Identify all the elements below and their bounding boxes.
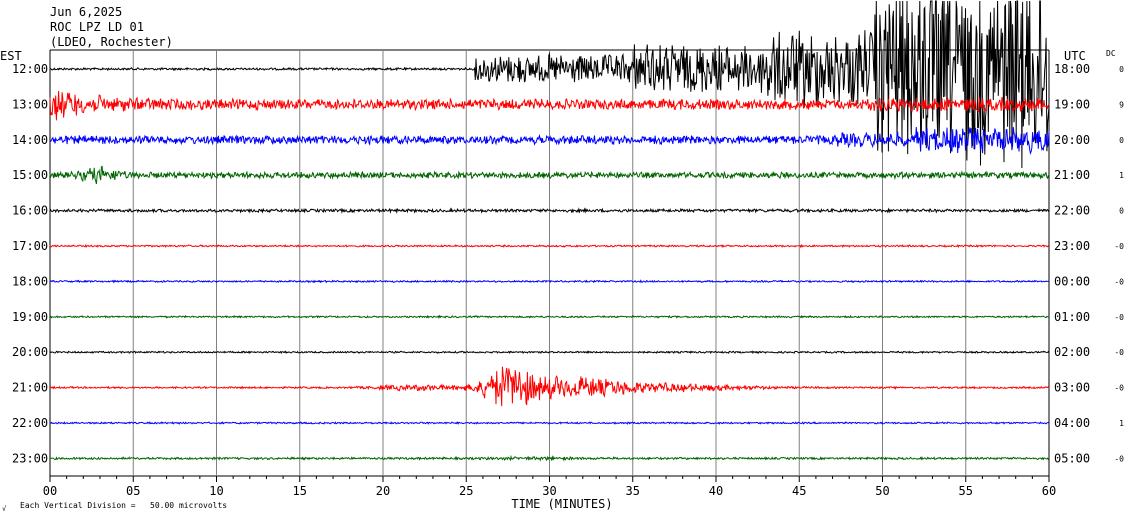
row-dc-value: 0 bbox=[1119, 136, 1124, 145]
x-tick-label: 45 bbox=[792, 484, 806, 498]
row-label-right: 20:00 bbox=[1054, 133, 1090, 147]
row-label-right: 04:00 bbox=[1054, 416, 1090, 430]
row-dc-value: -0 bbox=[1114, 313, 1124, 322]
x-tick-label: 10 bbox=[209, 484, 223, 498]
x-tick-label: 35 bbox=[626, 484, 640, 498]
trace-line bbox=[49, 350, 1050, 355]
trace-line bbox=[49, 421, 1050, 425]
trace-line bbox=[49, 90, 1050, 121]
row-label-right: 05:00 bbox=[1054, 451, 1090, 465]
row-dc-value: -0 bbox=[1114, 384, 1124, 393]
trace-line bbox=[49, 366, 1050, 407]
row-label-right: 22:00 bbox=[1054, 204, 1090, 218]
row-label-left: 22:00 bbox=[12, 416, 48, 430]
row-label-left: 21:00 bbox=[12, 381, 48, 395]
row-label-right: 23:00 bbox=[1054, 239, 1090, 253]
x-tick-label: 00 bbox=[43, 484, 57, 498]
row-label-right: 01:00 bbox=[1054, 310, 1090, 324]
x-tick-label: 20 bbox=[376, 484, 390, 498]
trace-line bbox=[49, 207, 1050, 214]
corner-mark: √ bbox=[2, 505, 7, 513]
network-name: (LDEO, Rochester) bbox=[50, 35, 173, 49]
trace-line bbox=[49, 454, 1050, 462]
x-tick-label: 30 bbox=[542, 484, 556, 498]
chart-grid bbox=[49, 49, 1050, 482]
row-dc-value: 1 bbox=[1119, 419, 1124, 428]
row-dc-value: -0 bbox=[1114, 277, 1124, 286]
chart-date: Jun 6,2025 bbox=[50, 5, 122, 19]
x-tick-label: 50 bbox=[875, 484, 889, 498]
row-dc-value: -0 bbox=[1114, 242, 1124, 251]
row-label-left: 23:00 bbox=[12, 451, 48, 465]
seismic-traces bbox=[49, 0, 1050, 462]
row-dc-value: -0 bbox=[1114, 454, 1124, 463]
row-dc-value: 1 bbox=[1119, 171, 1124, 180]
trace-line bbox=[49, 0, 1050, 169]
row-label-right: 03:00 bbox=[1054, 381, 1090, 395]
x-tick-label: 05 bbox=[126, 484, 140, 498]
chart-labels: Jun 6,2025 ROC LPZ LD 01 (LDEO, Rocheste… bbox=[0, 5, 1124, 513]
x-tick-label: 15 bbox=[293, 484, 307, 498]
trace-line bbox=[49, 165, 1050, 185]
x-axis-label: TIME (MINUTES) bbox=[511, 497, 612, 511]
row-label-left: 12:00 bbox=[12, 62, 48, 76]
trace-line bbox=[49, 126, 1050, 155]
station-name: ROC LPZ LD 01 bbox=[50, 20, 144, 34]
x-tick-label: 55 bbox=[959, 484, 973, 498]
row-dc-value: -0 bbox=[1114, 348, 1124, 357]
row-label-left: 14:00 bbox=[12, 133, 48, 147]
row-dc-value: 9 bbox=[1119, 100, 1124, 109]
trace-line bbox=[49, 314, 1050, 320]
row-label-left: 17:00 bbox=[12, 239, 48, 253]
trace-line bbox=[49, 279, 1050, 284]
row-label-right: 00:00 bbox=[1054, 274, 1090, 288]
x-tick-label: 40 bbox=[709, 484, 723, 498]
right-timezone-label: UTC bbox=[1064, 49, 1086, 63]
x-tick-label: 60 bbox=[1042, 484, 1056, 498]
left-timezone-label: EST bbox=[0, 49, 22, 63]
scale-note: Each Vertical Division = 50.00 microvolt… bbox=[20, 501, 227, 510]
row-label-right: 19:00 bbox=[1054, 97, 1090, 111]
row-label-left: 13:00 bbox=[12, 97, 48, 111]
row-dc-value: 0 bbox=[1119, 207, 1124, 216]
dc-column-label: DC bbox=[1106, 49, 1116, 58]
row-label-left: 20:00 bbox=[12, 345, 48, 359]
trace-line bbox=[49, 243, 1050, 249]
row-label-right: 02:00 bbox=[1054, 345, 1090, 359]
row-dc-value: 0 bbox=[1119, 65, 1124, 74]
row-label-left: 18:00 bbox=[12, 274, 48, 288]
row-label-left: 15:00 bbox=[12, 168, 48, 182]
x-tick-label: 25 bbox=[459, 484, 473, 498]
row-label-right: 18:00 bbox=[1054, 62, 1090, 76]
row-label-right: 21:00 bbox=[1054, 168, 1090, 182]
row-label-left: 16:00 bbox=[12, 204, 48, 218]
row-label-left: 19:00 bbox=[12, 310, 48, 324]
